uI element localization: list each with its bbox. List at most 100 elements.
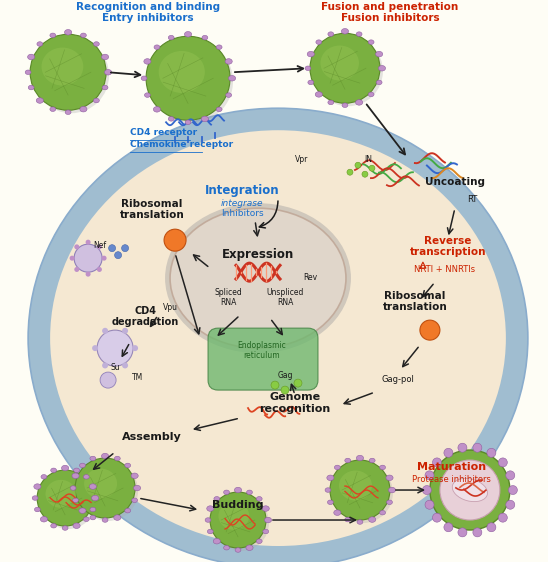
- Ellipse shape: [207, 529, 213, 534]
- Text: Vpu: Vpu: [163, 303, 178, 312]
- Ellipse shape: [149, 39, 233, 123]
- Ellipse shape: [369, 517, 376, 522]
- Text: CD4 receptor: CD4 receptor: [130, 128, 197, 137]
- Ellipse shape: [307, 51, 315, 57]
- Ellipse shape: [90, 456, 96, 461]
- Ellipse shape: [28, 108, 528, 562]
- Circle shape: [506, 471, 515, 480]
- Ellipse shape: [224, 490, 230, 495]
- Ellipse shape: [185, 120, 191, 125]
- Ellipse shape: [83, 474, 89, 479]
- Circle shape: [122, 244, 129, 252]
- Circle shape: [102, 328, 108, 334]
- Ellipse shape: [452, 478, 488, 502]
- Ellipse shape: [145, 93, 150, 97]
- Ellipse shape: [380, 465, 385, 470]
- Ellipse shape: [308, 80, 313, 85]
- Ellipse shape: [50, 130, 506, 546]
- Ellipse shape: [81, 33, 87, 38]
- Ellipse shape: [90, 515, 96, 520]
- Text: Gag-pol: Gag-pol: [381, 375, 414, 384]
- Ellipse shape: [79, 508, 86, 514]
- Circle shape: [74, 244, 102, 272]
- Ellipse shape: [327, 475, 334, 481]
- Ellipse shape: [328, 32, 334, 37]
- Ellipse shape: [216, 107, 222, 112]
- Ellipse shape: [375, 51, 383, 57]
- Ellipse shape: [94, 42, 99, 46]
- Circle shape: [30, 34, 106, 110]
- Ellipse shape: [42, 48, 83, 85]
- Ellipse shape: [328, 100, 334, 105]
- Text: Ribosomal
translation: Ribosomal translation: [119, 198, 185, 220]
- Text: Assembly: Assembly: [122, 432, 182, 442]
- Circle shape: [75, 458, 135, 518]
- Text: Fusion and penetration: Fusion and penetration: [321, 2, 459, 12]
- Circle shape: [122, 362, 128, 369]
- Circle shape: [355, 162, 361, 168]
- Ellipse shape: [356, 99, 363, 105]
- Ellipse shape: [325, 488, 331, 492]
- Text: integrase: integrase: [221, 199, 263, 208]
- Ellipse shape: [101, 54, 109, 60]
- Circle shape: [122, 328, 128, 334]
- Ellipse shape: [262, 506, 269, 511]
- Ellipse shape: [105, 70, 112, 75]
- Ellipse shape: [73, 468, 79, 473]
- Ellipse shape: [339, 470, 372, 501]
- Circle shape: [37, 470, 93, 526]
- Ellipse shape: [35, 507, 41, 512]
- Ellipse shape: [357, 520, 363, 524]
- Ellipse shape: [214, 497, 220, 501]
- Ellipse shape: [201, 116, 208, 121]
- Ellipse shape: [247, 490, 253, 495]
- Ellipse shape: [30, 110, 526, 562]
- Ellipse shape: [386, 475, 393, 481]
- Circle shape: [85, 271, 90, 277]
- Circle shape: [70, 256, 75, 261]
- Ellipse shape: [328, 500, 333, 505]
- Circle shape: [432, 513, 442, 522]
- Ellipse shape: [235, 548, 241, 552]
- Ellipse shape: [341, 29, 349, 34]
- Ellipse shape: [94, 98, 99, 103]
- Ellipse shape: [165, 203, 351, 353]
- Circle shape: [330, 460, 390, 520]
- Circle shape: [423, 486, 431, 495]
- Ellipse shape: [40, 473, 96, 529]
- Ellipse shape: [219, 502, 249, 530]
- Ellipse shape: [61, 465, 68, 471]
- Text: Recognition and binding: Recognition and binding: [76, 2, 220, 12]
- Text: RT: RT: [467, 195, 477, 204]
- Ellipse shape: [263, 529, 269, 534]
- Ellipse shape: [389, 487, 396, 493]
- Text: Chemokine receptor: Chemokine receptor: [130, 140, 233, 149]
- Text: NRTI + NNRTIs: NRTI + NNRTIs: [414, 265, 476, 274]
- Circle shape: [425, 471, 434, 480]
- Ellipse shape: [79, 463, 85, 468]
- Ellipse shape: [202, 35, 208, 40]
- Ellipse shape: [70, 486, 76, 490]
- Circle shape: [506, 500, 515, 509]
- Text: TM: TM: [133, 373, 144, 382]
- Text: Maturation: Maturation: [418, 462, 487, 472]
- Ellipse shape: [207, 506, 214, 511]
- Text: Protease inhibitors: Protease inhibitors: [413, 475, 492, 484]
- Circle shape: [97, 244, 102, 250]
- Text: Spliced
RNA: Spliced RNA: [214, 288, 242, 307]
- Ellipse shape: [256, 539, 262, 543]
- Text: Endoplasmic
reticulum: Endoplasmic reticulum: [238, 341, 287, 360]
- Ellipse shape: [73, 523, 80, 528]
- Text: Genome
recognition: Genome recognition: [259, 392, 330, 414]
- Ellipse shape: [386, 500, 392, 505]
- Circle shape: [487, 523, 496, 532]
- Ellipse shape: [90, 507, 96, 512]
- Circle shape: [440, 460, 500, 520]
- Ellipse shape: [144, 58, 151, 64]
- Circle shape: [487, 448, 496, 457]
- Circle shape: [97, 267, 102, 272]
- Ellipse shape: [345, 458, 351, 463]
- Text: Reverse
transcription: Reverse transcription: [410, 235, 486, 257]
- Circle shape: [369, 165, 375, 171]
- Circle shape: [473, 443, 482, 452]
